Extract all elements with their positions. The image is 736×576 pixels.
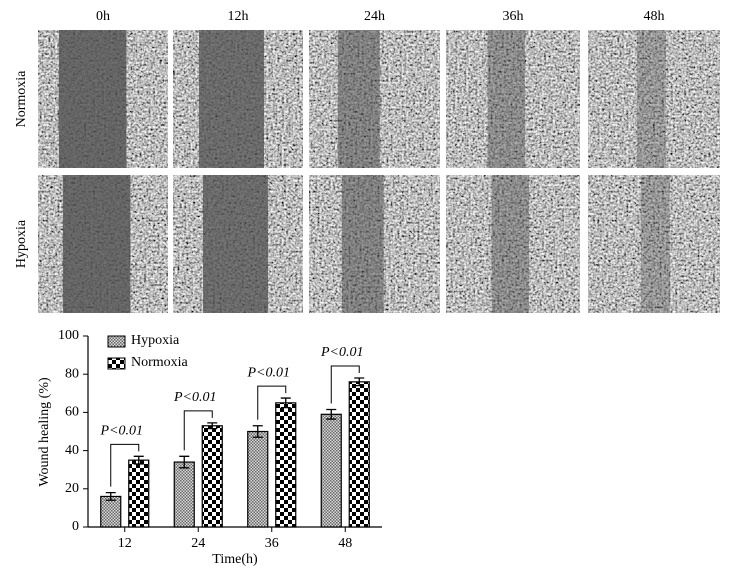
column-label: 36h xyxy=(503,9,524,24)
micrograph xyxy=(446,175,580,313)
error-bar xyxy=(133,455,144,465)
bar xyxy=(320,413,342,528)
error-bar xyxy=(179,455,190,469)
error-bar xyxy=(280,397,291,409)
y-tick-label: 100 xyxy=(58,328,79,343)
bar xyxy=(201,425,223,528)
significance-label: P<0.01 xyxy=(247,365,291,380)
row-label: Hypoxia xyxy=(14,219,29,268)
bar xyxy=(247,430,269,528)
significance-label: P<0.01 xyxy=(173,390,217,405)
micrograph xyxy=(588,175,720,313)
row-label: Normoxia xyxy=(14,70,29,128)
wound-gap xyxy=(491,175,530,313)
legend-swatch xyxy=(107,357,126,370)
column-label: 48h xyxy=(644,9,665,24)
significance-bracket xyxy=(257,385,287,420)
bar xyxy=(128,459,150,528)
micrograph xyxy=(446,30,580,168)
significance-label: P<0.01 xyxy=(320,345,364,360)
x-axis-label: Time(h) xyxy=(212,552,258,567)
error-bar xyxy=(105,491,116,501)
error-bar xyxy=(354,377,365,387)
significance-label: P<0.01 xyxy=(100,424,144,439)
wound-gap xyxy=(341,175,384,313)
x-tick-label: 36 xyxy=(265,536,279,551)
bar xyxy=(173,461,195,528)
column-label: 0h xyxy=(96,9,110,24)
wound-gap xyxy=(62,175,131,313)
y-tick-label: 80 xyxy=(65,366,79,381)
error-bar xyxy=(207,422,218,430)
wound-gap xyxy=(203,175,268,313)
error-bar xyxy=(252,425,263,438)
column-label: 12h xyxy=(228,9,249,24)
wound-gap xyxy=(636,30,666,168)
error-bar xyxy=(326,408,337,420)
bar xyxy=(348,381,370,528)
x-tick-label: 12 xyxy=(118,536,132,551)
chart: 0 20 40 60 80 100 12 P<0.01 24 P<0.01 36 P<0.01 48 P<… xyxy=(58,328,382,551)
column-label: 24h xyxy=(364,9,385,24)
legend-label: Normoxia xyxy=(131,355,189,370)
bar xyxy=(100,495,122,528)
wound-gap xyxy=(487,30,526,168)
y-tick-label: 40 xyxy=(65,443,79,458)
y-tick-label: 0 xyxy=(72,519,79,534)
significance-bracket xyxy=(330,365,360,404)
bar xyxy=(275,402,297,528)
legend-swatch xyxy=(107,335,126,348)
wound-gap xyxy=(199,30,264,168)
image-panels: 0h 12h 24h 36h 48h Normoxia Hypoxia xyxy=(14,9,720,313)
y-tick-label: 60 xyxy=(65,405,79,420)
legend-label: Hypoxia xyxy=(131,333,180,348)
y-axis-label: Wound healing (%) xyxy=(37,377,52,487)
x-tick-label: 24 xyxy=(191,536,205,551)
wound-gap xyxy=(58,30,127,168)
significance-bracket xyxy=(183,410,213,451)
micrograph xyxy=(588,30,720,168)
significance-bracket xyxy=(110,443,140,487)
x-tick-label: 48 xyxy=(338,536,352,551)
y-tick-label: 20 xyxy=(65,481,79,496)
wound-gap xyxy=(337,30,380,168)
wound-gap xyxy=(640,175,670,313)
